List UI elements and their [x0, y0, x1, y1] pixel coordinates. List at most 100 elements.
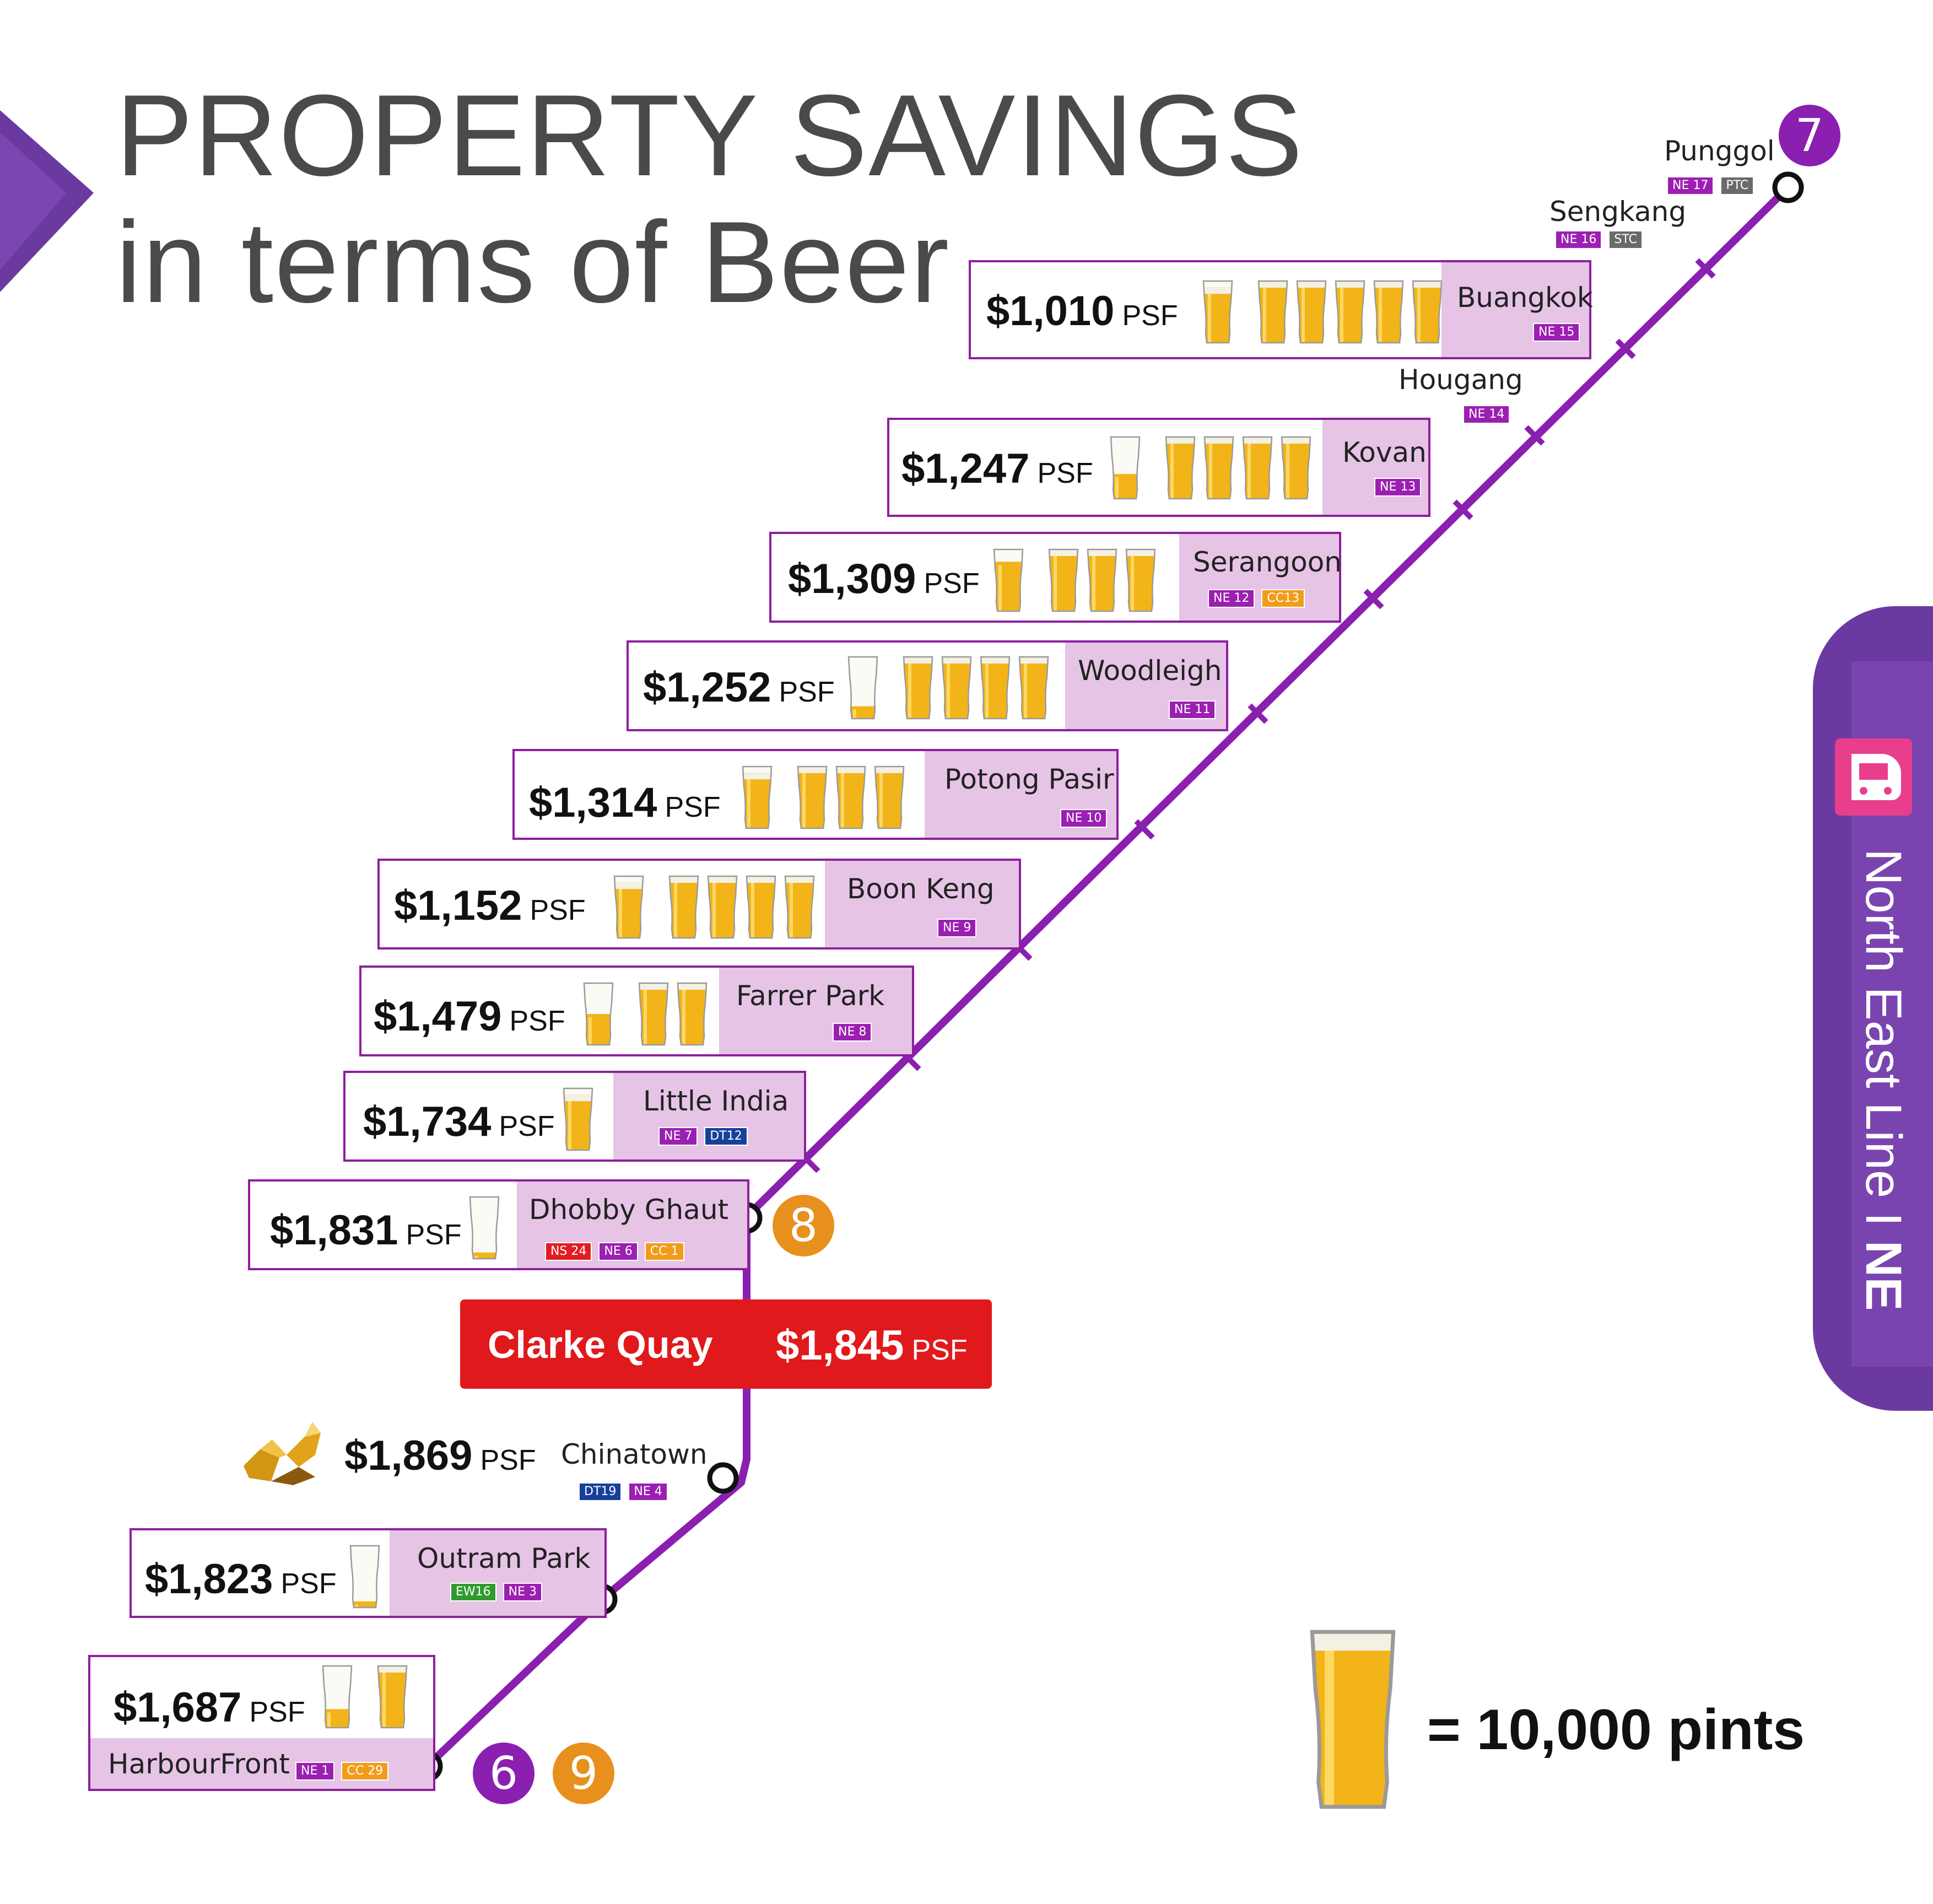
price-unit: PSF [280, 1568, 337, 1600]
beer-row-little-india [561, 1085, 595, 1153]
station-name-hougang: Hougang [1399, 364, 1523, 396]
chevron-decoration-icon [0, 110, 94, 292]
card-outram-park: $1,823 PSF Outram Park EW16 NE 3 [129, 1528, 607, 1618]
price-clarke-quay: $1,845 [776, 1322, 904, 1369]
station-codes-sengkang: NE 16 STC [1555, 230, 1643, 249]
station-tick [1363, 589, 1384, 610]
station-name-kovan: Kovan [1342, 436, 1427, 468]
station-name-outram-park: Outram Park [417, 1542, 591, 1574]
card-serangoon: $1,309 PSF Serangoon NE 12 CC13 [769, 532, 1342, 623]
full-beer-icon [980, 656, 1011, 720]
legend-glass-icon [1310, 1630, 1396, 1809]
line-number-badge: 8 [773, 1195, 834, 1256]
station-tick [1134, 819, 1155, 840]
full-beer-icon [638, 982, 669, 1046]
station-name-harbourfront: HarbourFront [108, 1748, 290, 1780]
beer-row-dhobby-ghaut [468, 1194, 501, 1262]
full-beer-icon [1296, 280, 1327, 344]
beer-row-buangkok [1201, 278, 1444, 346]
code-badge: CC 29 [341, 1762, 389, 1781]
full-beer-icon [1412, 280, 1443, 344]
code-badge: NE 11 [1169, 700, 1216, 719]
price-kovan: $1,247 [901, 445, 1030, 492]
beer-row-kovan [1109, 434, 1313, 502]
full-beer-icon [1125, 548, 1156, 612]
card-harbourfront: $1,687 PSF HarbourFront NE 1 CC 29 [88, 1655, 435, 1791]
station-name-potong-pasir: Potong Pasir [944, 763, 1114, 795]
partial-beer-icon [847, 656, 878, 720]
station-codes-boon-keng: NE 9 [937, 919, 977, 937]
station-name-serangoon: Serangoon [1193, 546, 1342, 578]
code-badge: CC 1 [644, 1242, 684, 1261]
line-number-badge: 7 [1779, 105, 1840, 166]
code-badge: NE 16 [1555, 230, 1602, 249]
full-beer-icon [1048, 548, 1079, 612]
beer-row-woodleigh [846, 654, 1050, 722]
full-beer-icon [1257, 280, 1288, 344]
code-badge: NE 1 [295, 1762, 335, 1781]
code-badge: NE 6 [598, 1242, 638, 1261]
partial-beer-icon [322, 1665, 353, 1729]
full-beer-icon [1335, 280, 1365, 344]
price-unit: PSF [249, 1696, 305, 1728]
station-name-dhobby-ghaut: Dhobby Ghaut [529, 1194, 729, 1226]
code-badge: PTC [1720, 176, 1754, 195]
station-codes-kovan: NE 13 [1374, 478, 1422, 497]
code-badge: NE 7 [658, 1127, 698, 1146]
beer-row-boon-keng [612, 873, 816, 941]
price-serangoon: $1,309 [788, 555, 916, 602]
full-beer-icon [1087, 548, 1117, 612]
price-unit: PSF [499, 1110, 555, 1142]
station-codes-potong-pasir: NE 10 [1060, 809, 1108, 828]
full-beer-icon [1242, 436, 1273, 500]
full-beer-icon [1203, 436, 1234, 500]
full-beer-icon [707, 875, 738, 939]
station-name-sengkang: Sengkang [1549, 196, 1687, 228]
partial-beer-icon [1110, 436, 1141, 500]
code-badge: CC13 [1261, 589, 1305, 608]
full-beer-icon [797, 765, 828, 829]
code-badge: NE 4 [628, 1482, 668, 1501]
price-woodleigh: $1,252 [643, 664, 771, 711]
code-badge: NE 8 [833, 1023, 872, 1042]
station-tick [1248, 703, 1268, 724]
station-name-woodleigh: Woodleigh [1078, 655, 1222, 687]
code-badge: DT19 [579, 1482, 622, 1501]
full-beer-icon [377, 1665, 408, 1729]
station-codes-hougang: NE 14 [1463, 405, 1510, 424]
price-unit: PSF [1122, 300, 1178, 332]
price-unit: PSF [779, 676, 835, 708]
station-codes-harbourfront: NE 1 CC 29 [295, 1762, 389, 1781]
full-beer-icon [1165, 436, 1196, 500]
station-codes-chinatown: DT19 NE 4 [579, 1482, 668, 1501]
full-beer-icon [835, 765, 866, 829]
beer-row-serangoon [992, 546, 1157, 614]
line-name-text: North East Line [1855, 849, 1912, 1199]
line-separator: I [1855, 1212, 1912, 1227]
full-beer-icon [1281, 436, 1311, 500]
station-node [1772, 171, 1804, 203]
beer-row-harbourfront [321, 1663, 409, 1731]
card-little-india: $1,734 PSF Little India NE 7 DT12 [343, 1071, 806, 1162]
price-unit: PSF [1037, 457, 1093, 489]
legend-beer-icon [1306, 1626, 1400, 1813]
partial-beer-icon [563, 1087, 593, 1151]
station-codes-farrer-park: NE 8 [833, 1023, 872, 1042]
partial-beer-icon [993, 548, 1024, 612]
station-name-boon-keng: Boon Keng [847, 873, 995, 905]
card-potong-pasir: $1,314 PSF Potong Pasir NE 10 [512, 749, 1119, 840]
partial-beer-icon [742, 765, 773, 829]
station-tick [1524, 425, 1545, 446]
station-name-farrer-park: Farrer Park [736, 980, 885, 1012]
station-codes-serangoon: NE 12 CC13 [1208, 589, 1305, 608]
beer-row-outram-park [348, 1542, 381, 1611]
partial-beer-icon [1202, 280, 1233, 344]
clarke-quay-bar [460, 1299, 992, 1389]
price-unit: PSF [406, 1219, 462, 1251]
station-codes-little-india: NE 7 DT12 [658, 1127, 748, 1146]
card-buangkok: $1,010 PSF Buangkok NE 15 [969, 260, 1593, 359]
station-name-punggol: Punggol [1664, 135, 1775, 167]
code-badge: NS 24 [545, 1242, 592, 1261]
station-codes-buangkok: NE 15 [1533, 323, 1580, 342]
price-little-india: $1,734 [363, 1098, 492, 1145]
